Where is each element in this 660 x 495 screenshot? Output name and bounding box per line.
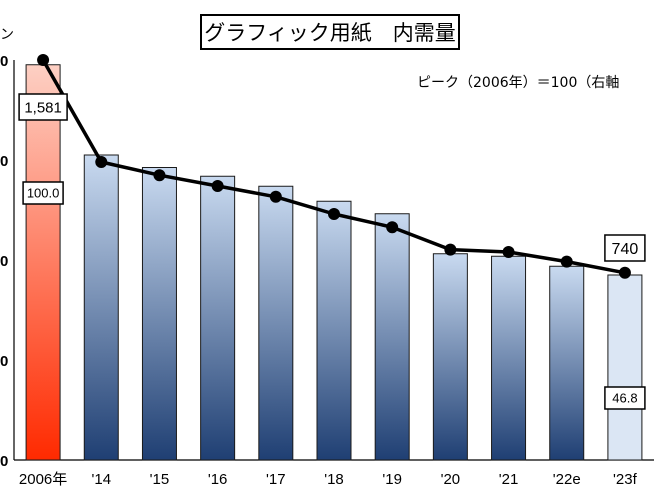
x-tick-label: '20 [441, 471, 461, 488]
x-tick-label: '23f [613, 471, 638, 488]
x-tick-label: '18 [324, 471, 344, 488]
line-point [95, 156, 108, 168]
bars [25, 64, 643, 461]
line-value-label: 100.0 [22, 181, 64, 205]
line-value-label-text: 46.8 [612, 391, 637, 406]
line-point [37, 54, 50, 66]
bar [549, 265, 585, 461]
line-point [560, 255, 573, 268]
line-point [269, 190, 282, 203]
bar-value-label-box [18, 93, 68, 121]
data-labels: 1,581 740 100.0 46.8 [18, 93, 646, 410]
line-value-label-text: 100.0 [27, 186, 60, 201]
bar-value-label-text: 1,581 [24, 99, 62, 116]
bar [432, 253, 468, 461]
line-point [444, 243, 457, 256]
bar [607, 274, 643, 461]
chart-title: グラフィック用紙 内需量 [200, 14, 460, 50]
bar [374, 213, 410, 461]
x-tick-label: '22e [553, 471, 581, 488]
bar-value-label-text: 740 [612, 241, 639, 258]
y-tick-label: 0 [0, 453, 8, 470]
bar [316, 200, 352, 461]
line-value-label-box [604, 386, 646, 410]
x-tick-labels: 2006年 '14 '15 '16 '17 '18 '19 '20 '21 '22e '23f [19, 471, 638, 488]
bar [258, 185, 294, 461]
bar [141, 167, 177, 461]
line-point [328, 208, 340, 220]
line-point [502, 246, 515, 258]
y-tick-label: 0 [0, 353, 8, 370]
peak-note: ピーク（2006年）＝100（右軸 [417, 75, 620, 91]
line-series [37, 54, 631, 279]
bar-value-label: 1,581 [18, 93, 68, 121]
unit-label: ン [0, 27, 14, 43]
line-point [618, 266, 631, 279]
bar-value-label-box [604, 234, 646, 262]
line-point [386, 221, 399, 234]
y-tick-labels: 0 0 0 0 0 [0, 53, 8, 470]
y-tick-label: 0 [0, 53, 8, 70]
x-tick-label: '15 [150, 471, 170, 488]
bar [491, 255, 527, 461]
line-value-label: 46.8 [604, 386, 646, 410]
bar [25, 64, 61, 461]
bar [200, 175, 236, 461]
x-tick-label: 2006年 [19, 471, 67, 488]
bar-value-label: 740 [604, 234, 646, 262]
line-point [211, 180, 224, 192]
x-tick-label: '19 [382, 471, 402, 488]
x-tick-label: '16 [208, 471, 228, 488]
x-tick-label: '21 [499, 471, 519, 488]
line-point [153, 169, 166, 182]
line-value-label-box [22, 181, 64, 205]
x-tick-label: '14 [91, 471, 111, 488]
y-tick-label: 0 [0, 253, 8, 270]
x-tick-label: '17 [266, 471, 286, 488]
y-tick-label: 0 [0, 153, 8, 170]
bar [83, 154, 119, 461]
